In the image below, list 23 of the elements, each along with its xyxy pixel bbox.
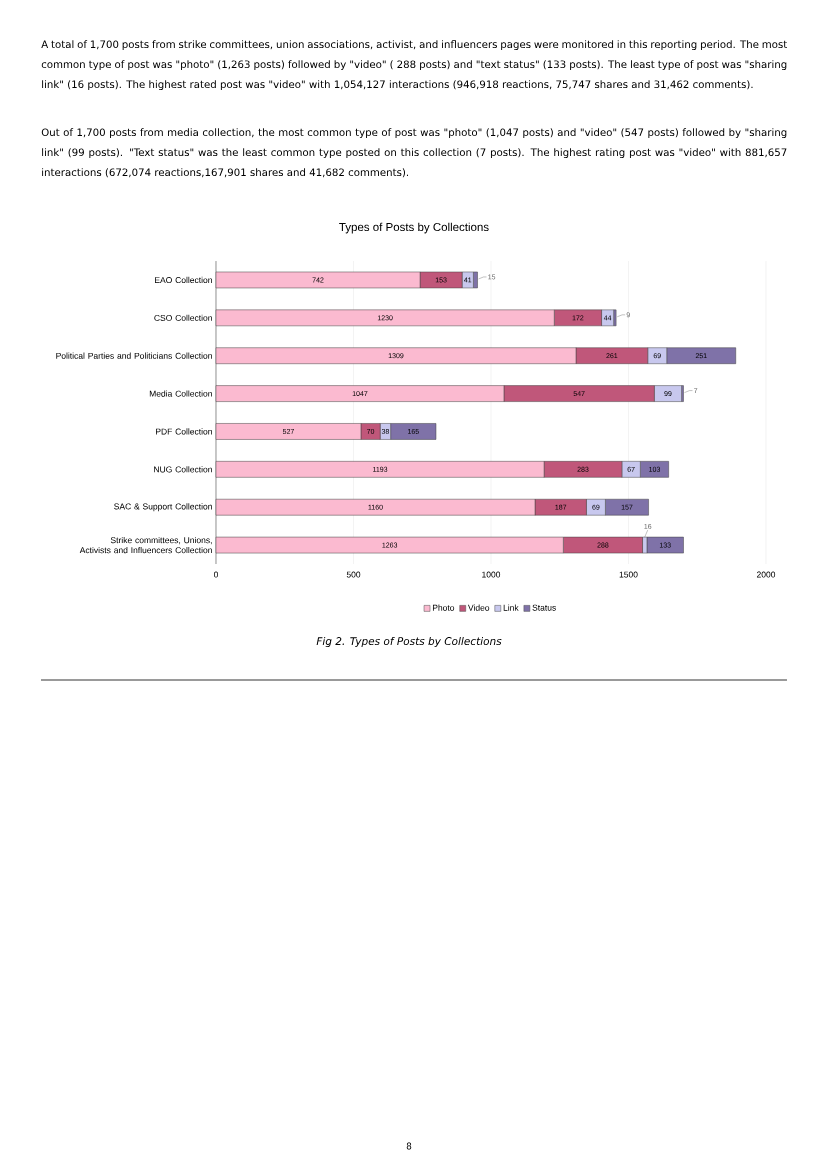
text: 8 (406, 1142, 412, 1150)
text: A total of 1,700 posts from strike committees, union associations, activist, and influencers pages were monitored in this reporting period. The most common type of post was "photo" (1,263 posts) followed by "video" ( 288 posts) and "text status" (133 posts). The least type of post was "sharing link" (16 posts). The highest rated post was "video" with 1,054,127 interactions (946,918 reactions, 75,747 shares and 31,462 comments). (41, 40, 787, 91)
y-tick-label: PDF Collection (156, 428, 212, 435)
x-tick-label: 2000 (756, 571, 776, 578)
legend-label: Video (468, 604, 490, 611)
chart-title: Types of Posts by Collections (339, 222, 489, 234)
text: Out of 1,700 posts from media collection, the most common type of post was "photo" (1,047 posts) and "video" (547 posts) followed by "sharing link" (99 posts). "Text status" was the least common type posted on this collection (7 posts). The highest rating post was "video" with 881,657 interactions (672,074 reactions,167,901 shares and 41,682 comments). (41, 128, 787, 178)
y-tick-label: CSO Collection (154, 314, 212, 321)
x-tick-label: 1000 (482, 571, 501, 578)
caption: Fig 2. Types of Posts by Collections (316, 636, 502, 648)
x-tick-label: 0 (213, 571, 219, 578)
legend-label: Status (532, 604, 556, 611)
bar (646, 536, 684, 554)
x-tick-label: 500 (346, 571, 361, 578)
y-tick-label: EAO Collection (155, 276, 212, 284)
y-tick-label: SAC & Support Collection (114, 503, 212, 512)
y-tick-label: Strike committees, Unions, Activists and Influencers Collection (79, 536, 212, 554)
legend-label: Link (503, 604, 519, 611)
y-tick-label: Political Parties and Politicians Collection (56, 352, 212, 359)
y-tick-label: NUG Collection (154, 466, 212, 473)
x-tick-label: 1500 (619, 571, 638, 578)
y-tick-label: Media Collection (149, 390, 212, 397)
legend-label: Photo (432, 604, 455, 611)
